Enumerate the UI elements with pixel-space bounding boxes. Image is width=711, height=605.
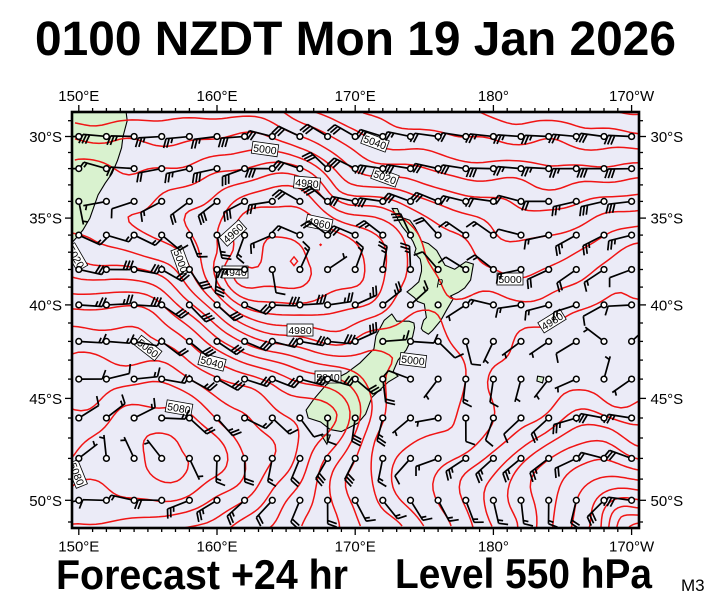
svg-text:4980: 4980 xyxy=(295,177,319,191)
svg-text:5000: 5000 xyxy=(401,354,426,369)
svg-text:5000: 5000 xyxy=(498,274,522,286)
svg-text:30°S: 30°S xyxy=(651,129,684,146)
svg-text:30°S: 30°S xyxy=(29,129,62,146)
svg-text:5080: 5080 xyxy=(166,401,191,417)
svg-text:Level 550 hPa: Level 550 hPa xyxy=(395,550,653,597)
svg-text:5000: 5000 xyxy=(252,142,277,157)
svg-text:4980: 4980 xyxy=(288,325,312,337)
svg-text:Forecast +24 hr: Forecast +24 hr xyxy=(56,551,348,598)
svg-text:40°S: 40°S xyxy=(651,297,684,314)
svg-text:170°W: 170°W xyxy=(609,539,655,556)
svg-text:35°S: 35°S xyxy=(29,211,62,228)
svg-text:180°: 180° xyxy=(478,88,509,105)
svg-text:M3: M3 xyxy=(681,576,705,595)
svg-text:35°S: 35°S xyxy=(651,211,684,228)
svg-text:150°E: 150°E xyxy=(58,539,99,556)
svg-text:160°E: 160°E xyxy=(196,539,237,556)
svg-text:150°E: 150°E xyxy=(58,88,99,105)
svg-text:p: p xyxy=(436,276,443,288)
svg-text:170°E: 170°E xyxy=(335,88,376,105)
svg-text:0100 NZDT Mon 19 Jan 2026: 0100 NZDT Mon 19 Jan 2026 xyxy=(35,13,676,66)
svg-text:180°: 180° xyxy=(478,539,509,556)
svg-text:50°S: 50°S xyxy=(651,493,684,510)
svg-text:170°E: 170°E xyxy=(335,539,376,556)
svg-text:45°S: 45°S xyxy=(651,391,684,408)
svg-text:45°S: 45°S xyxy=(29,391,62,408)
svg-text:4960: 4960 xyxy=(306,216,331,233)
svg-text:40°S: 40°S xyxy=(29,297,62,314)
svg-text:170°W: 170°W xyxy=(609,88,655,105)
svg-text:50°S: 50°S xyxy=(29,493,62,510)
svg-text:5040: 5040 xyxy=(199,354,225,372)
svg-text:160°E: 160°E xyxy=(196,88,237,105)
